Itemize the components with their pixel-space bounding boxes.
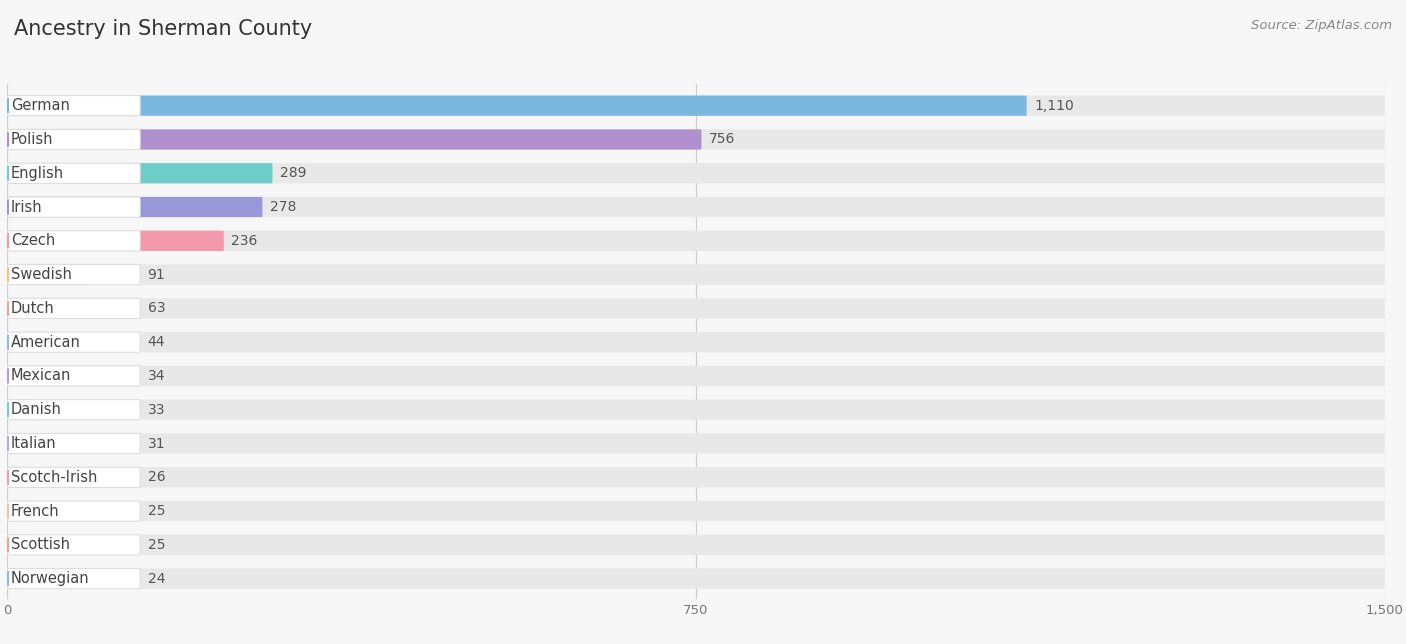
FancyBboxPatch shape <box>7 95 1026 116</box>
Text: 34: 34 <box>148 369 165 383</box>
FancyBboxPatch shape <box>7 231 1385 251</box>
FancyBboxPatch shape <box>7 433 1385 453</box>
FancyBboxPatch shape <box>7 298 1385 319</box>
Text: Danish: Danish <box>11 402 62 417</box>
Text: Scotch-Irish: Scotch-Irish <box>11 470 97 485</box>
Text: Ancestry in Sherman County: Ancestry in Sherman County <box>14 19 312 39</box>
Text: English: English <box>11 166 65 181</box>
Text: Swedish: Swedish <box>11 267 72 282</box>
FancyBboxPatch shape <box>7 332 48 352</box>
FancyBboxPatch shape <box>7 366 1385 386</box>
FancyBboxPatch shape <box>7 467 141 488</box>
Text: 44: 44 <box>148 335 165 349</box>
Text: Polish: Polish <box>11 132 53 147</box>
FancyBboxPatch shape <box>7 197 263 217</box>
Text: Scottish: Scottish <box>11 537 70 553</box>
FancyBboxPatch shape <box>7 298 141 319</box>
FancyBboxPatch shape <box>7 501 141 521</box>
Text: 24: 24 <box>148 572 165 585</box>
FancyBboxPatch shape <box>7 95 1385 116</box>
FancyBboxPatch shape <box>7 332 141 352</box>
FancyBboxPatch shape <box>7 399 38 420</box>
FancyBboxPatch shape <box>7 197 141 217</box>
FancyBboxPatch shape <box>7 569 1385 589</box>
FancyBboxPatch shape <box>7 298 65 319</box>
FancyBboxPatch shape <box>7 433 35 453</box>
FancyBboxPatch shape <box>7 129 141 149</box>
FancyBboxPatch shape <box>7 501 1385 521</box>
Text: Italian: Italian <box>11 436 56 451</box>
Text: 63: 63 <box>148 301 165 316</box>
FancyBboxPatch shape <box>7 569 141 589</box>
FancyBboxPatch shape <box>7 197 1385 217</box>
Text: French: French <box>11 504 59 518</box>
Text: Czech: Czech <box>11 233 55 249</box>
Text: American: American <box>11 335 82 350</box>
FancyBboxPatch shape <box>7 265 1385 285</box>
FancyBboxPatch shape <box>7 265 141 285</box>
FancyBboxPatch shape <box>7 129 1385 149</box>
FancyBboxPatch shape <box>7 467 1385 488</box>
FancyBboxPatch shape <box>7 399 141 420</box>
Text: 278: 278 <box>270 200 297 214</box>
Text: German: German <box>11 98 70 113</box>
FancyBboxPatch shape <box>7 535 1385 555</box>
FancyBboxPatch shape <box>7 332 1385 352</box>
Text: Dutch: Dutch <box>11 301 55 316</box>
FancyBboxPatch shape <box>7 366 141 386</box>
Text: Source: ZipAtlas.com: Source: ZipAtlas.com <box>1251 19 1392 32</box>
Text: Mexican: Mexican <box>11 368 72 383</box>
FancyBboxPatch shape <box>7 433 141 453</box>
FancyBboxPatch shape <box>7 231 141 251</box>
FancyBboxPatch shape <box>7 163 1385 184</box>
Text: 33: 33 <box>148 402 165 417</box>
FancyBboxPatch shape <box>7 569 30 589</box>
Text: 31: 31 <box>148 437 165 451</box>
FancyBboxPatch shape <box>7 95 141 116</box>
FancyBboxPatch shape <box>7 535 141 555</box>
Text: Norwegian: Norwegian <box>11 571 90 586</box>
FancyBboxPatch shape <box>7 163 273 184</box>
FancyBboxPatch shape <box>7 467 31 488</box>
Text: 1,110: 1,110 <box>1033 99 1074 113</box>
Text: Irish: Irish <box>11 200 42 214</box>
FancyBboxPatch shape <box>7 129 702 149</box>
Text: 26: 26 <box>148 470 165 484</box>
Text: 289: 289 <box>280 166 307 180</box>
FancyBboxPatch shape <box>7 231 224 251</box>
Text: 236: 236 <box>231 234 257 248</box>
FancyBboxPatch shape <box>7 366 38 386</box>
FancyBboxPatch shape <box>7 399 1385 420</box>
Text: 25: 25 <box>148 538 165 552</box>
FancyBboxPatch shape <box>7 535 30 555</box>
Text: 25: 25 <box>148 504 165 518</box>
FancyBboxPatch shape <box>7 163 141 184</box>
Text: 756: 756 <box>709 133 735 146</box>
Text: 91: 91 <box>148 268 166 281</box>
FancyBboxPatch shape <box>7 501 30 521</box>
FancyBboxPatch shape <box>7 265 90 285</box>
